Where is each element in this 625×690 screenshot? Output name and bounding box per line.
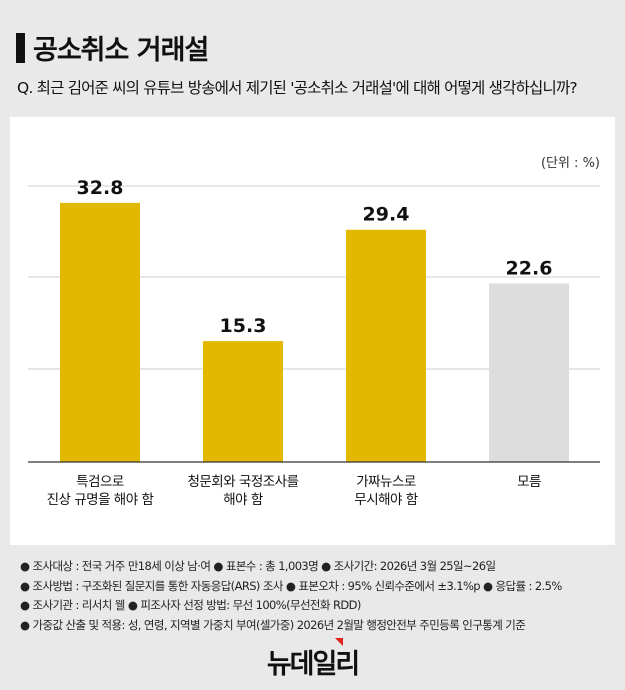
data-label: 15.3 (220, 315, 267, 337)
bar (346, 229, 426, 462)
logo-text: 뉴데일리 (266, 649, 360, 680)
bar (489, 283, 569, 462)
survey-notes: ● 조사대상 : 전국 거주 만18세 이상 남·여 ● 표본수 : 총 1,0… (20, 557, 562, 635)
title-marker (16, 32, 25, 63)
category-label: 가짜뉴스로 (356, 474, 416, 490)
unit-label: (단위 : %) (540, 156, 600, 171)
category-label: 청문회와 국정조사를 (187, 474, 298, 490)
bar (203, 341, 283, 462)
note-line: ● 가중값 산출 및 적용: 성, 연령, 지역별 가중치 부여(셀가중) 20… (20, 617, 526, 632)
category-label: 진상 규명을 해야 함 (47, 492, 154, 508)
bar (60, 202, 140, 462)
page-title: 공소취소 거래설 (16, 28, 209, 67)
category-label: 모름 (517, 474, 541, 490)
category-label: 해야 함 (223, 492, 263, 508)
title-text: 공소취소 거래설 (33, 35, 209, 66)
data-label: 29.4 (363, 204, 410, 226)
data-label: 32.8 (77, 177, 124, 199)
logo-accent (335, 638, 343, 646)
category-label: 특검으로 (76, 474, 124, 490)
data-label: 22.6 (506, 257, 553, 279)
category-label: 무시해야 함 (354, 492, 417, 508)
note-line: ● 조사기관 : 리서치 웰 ● 피조사자 선정 방법: 무선 100%(무선전… (20, 598, 361, 612)
survey-question: Q. 최근 김어준 씨의 유튜브 방송에서 제기된 '공소취소 거래설'에 대해… (17, 79, 578, 97)
note-line: ● 조사대상 : 전국 거주 만18세 이상 남·여 ● 표본수 : 총 1,0… (20, 559, 496, 573)
newdaily-logo: 뉴데일리 (0, 638, 625, 681)
note-line: ● 조사방법 : 구조화된 질문지를 통한 자동응답(ARS) 조사 ● 표본오… (20, 578, 562, 593)
